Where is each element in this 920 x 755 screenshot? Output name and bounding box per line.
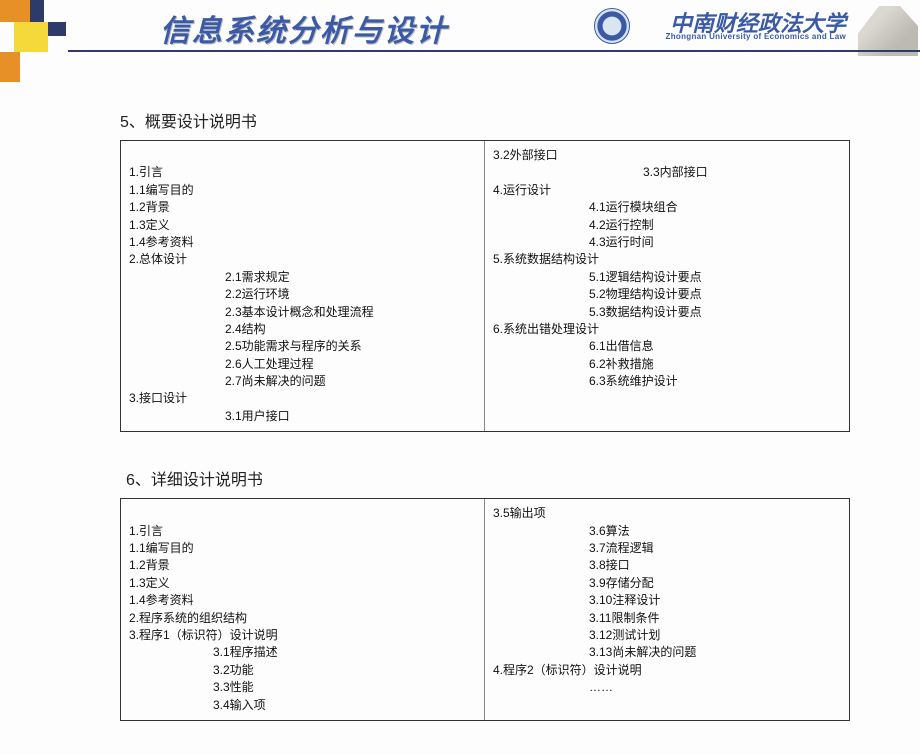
outline-item: 5.2物理结构设计要点 xyxy=(493,286,841,303)
page-title: 信息系统分析与设计 xyxy=(160,6,448,50)
outline-item: 5.1逻辑结构设计要点 xyxy=(493,269,841,286)
outline-item: 2.4结构 xyxy=(129,321,476,338)
header-divider xyxy=(68,50,920,52)
university-seal-icon xyxy=(594,8,630,44)
outline-item: 3.程序1（标识符）设计说明 xyxy=(129,627,476,644)
outline-item: 5.3数据结构设计要点 xyxy=(493,304,841,321)
outline-item: 1.1编写目的 xyxy=(129,540,476,557)
content-area: 5、概要设计说明书 1.引言1.1编写目的1.2背景1.3定义1.4参考资料2.… xyxy=(120,108,860,755)
outline-item: 3.8接口 xyxy=(493,557,841,574)
outline-item: 3.1用户接口 xyxy=(129,408,476,425)
outline-item: 2.3基本设计概念和处理流程 xyxy=(129,304,476,321)
outline-item: 3.10注释设计 xyxy=(493,592,841,609)
outline-item: 3.接口设计 xyxy=(129,390,476,407)
outline-item: 3.3性能 xyxy=(129,679,476,696)
outline-item: 2.6人工处理过程 xyxy=(129,356,476,373)
outline-item: 3.13尚未解决的问题 xyxy=(493,644,841,661)
outline-item: 3.9存储分配 xyxy=(493,575,841,592)
outline-item: 6.1出借信息 xyxy=(493,338,841,355)
outline-item: 3.6算法 xyxy=(493,523,841,540)
outline-item: 1.2背景 xyxy=(129,557,476,574)
university-name-en: Zhongnan University of Economics and Law xyxy=(666,32,846,41)
outline-item: 2.1需求规定 xyxy=(129,269,476,286)
outline-item: 1.引言 xyxy=(129,523,476,540)
section5-right-column: 3.2外部接口3.3内部接口4.运行设计4.1运行模块组合4.2运行控制4.3运… xyxy=(485,141,849,431)
outline-item: 1.2背景 xyxy=(129,199,476,216)
outline-item: 2.程序系统的组织结构 xyxy=(129,610,476,627)
outline-item: 1.4参考资料 xyxy=(129,592,476,609)
outline-item: 2.7尚未解决的问题 xyxy=(129,373,476,390)
outline-item: 6.3系统维护设计 xyxy=(493,373,841,390)
outline-item: 4.1运行模块组合 xyxy=(493,199,841,216)
outline-item: 3.4输入项 xyxy=(129,697,476,714)
outline-item: 3.2外部接口 xyxy=(493,147,841,164)
outline-item xyxy=(129,147,476,164)
section6-heading: 6、详细设计说明书 xyxy=(126,466,860,490)
outline-item: 3.11限制条件 xyxy=(493,610,841,627)
outline-item: 3.1程序描述 xyxy=(129,644,476,661)
outline-item: 1.引言 xyxy=(129,164,476,181)
outline-item: 6.系统出错处理设计 xyxy=(493,321,841,338)
outline-item: 2.5功能需求与程序的关系 xyxy=(129,338,476,355)
outline-item: 5.系统数据结构设计 xyxy=(493,251,841,268)
outline-item: 4.运行设计 xyxy=(493,182,841,199)
outline-item: 3.7流程逻辑 xyxy=(493,540,841,557)
statue-icon xyxy=(858,6,918,56)
section5-table: 1.引言1.1编写目的1.2背景1.3定义1.4参考资料2.总体设计2.1需求规… xyxy=(120,140,850,432)
outline-item: 4.3运行时间 xyxy=(493,234,841,251)
outline-item xyxy=(129,505,476,522)
section6-right-column: 3.5输出项3.6算法3.7流程逻辑3.8接口3.9存储分配3.10注释设计3.… xyxy=(485,499,849,720)
outline-item: 1.4参考资料 xyxy=(129,234,476,251)
outline-item: 1.3定义 xyxy=(129,217,476,234)
outline-item: 4.程序2（标识符）设计说明 xyxy=(493,662,841,679)
outline-item: 2.2运行环境 xyxy=(129,286,476,303)
section6-table: 1.引言1.1编写目的1.2背景1.3定义1.4参考资料2.程序系统的组织结构3… xyxy=(120,498,850,721)
outline-item: 3.5输出项 xyxy=(493,505,841,522)
section5-heading: 5、概要设计说明书 xyxy=(120,108,860,132)
outline-item: 1.1编写目的 xyxy=(129,182,476,199)
outline-item: 3.2功能 xyxy=(129,662,476,679)
outline-item: …… xyxy=(493,679,841,696)
section6-left-column: 1.引言1.1编写目的1.2背景1.3定义1.4参考资料2.程序系统的组织结构3… xyxy=(121,499,485,720)
section5-left-column: 1.引言1.1编写目的1.2背景1.3定义1.4参考资料2.总体设计2.1需求规… xyxy=(121,141,485,431)
outline-item: 4.2运行控制 xyxy=(493,217,841,234)
outline-item: 2.总体设计 xyxy=(129,251,476,268)
outline-item: 3.12测试计划 xyxy=(493,627,841,644)
outline-item: 6.2补救措施 xyxy=(493,356,841,373)
outline-item: 3.3内部接口 xyxy=(493,164,841,181)
page-header: 信息系统分析与设计 中南财经政法大学 Zhongnan University o… xyxy=(0,6,920,50)
outline-item: 1.3定义 xyxy=(129,575,476,592)
